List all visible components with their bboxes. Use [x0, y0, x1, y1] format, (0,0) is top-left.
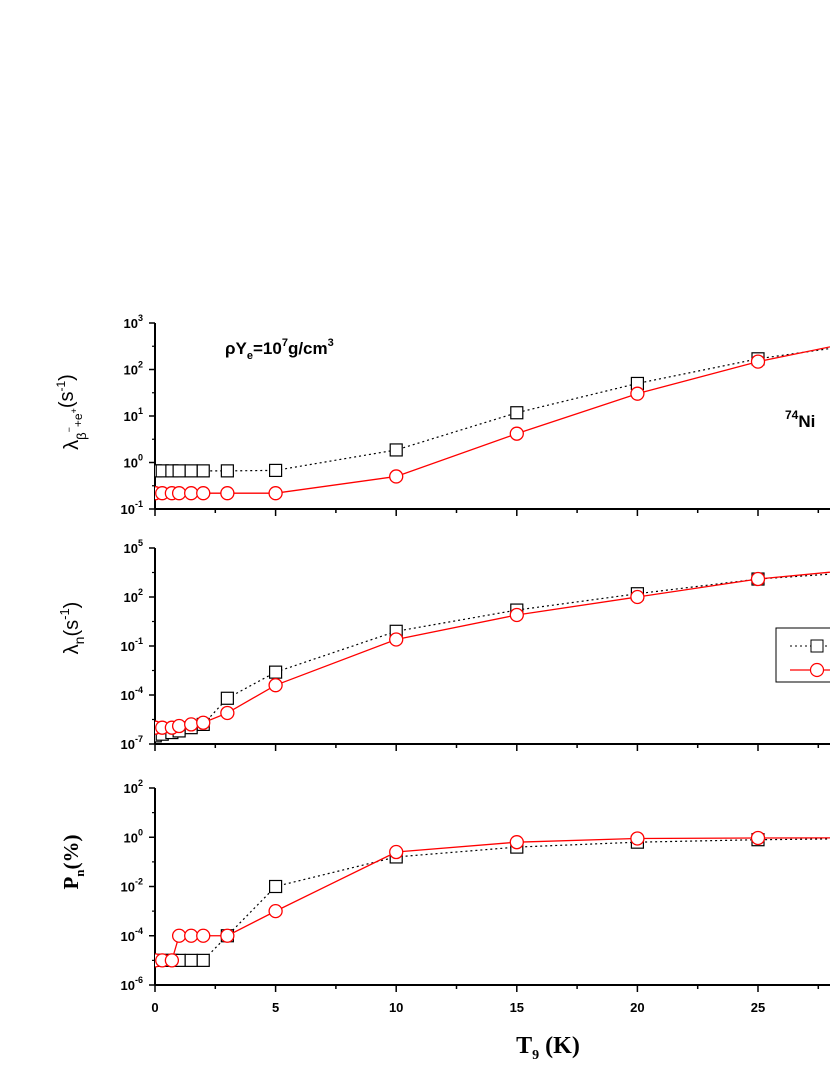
panel-bottom: 10-6 10-4 10-2 100 102 0 5 10 15 20 25 [121, 778, 830, 1015]
x-tick-label: 10 [389, 1000, 403, 1015]
y-tick-label: 100 [124, 453, 143, 471]
data-point-circle [184, 486, 199, 501]
data-point-circle [268, 678, 283, 693]
data-point-circle [509, 607, 524, 623]
y-tick-label: 105 [124, 538, 143, 556]
data-point-circle [750, 571, 766, 587]
data-point-circle [509, 426, 524, 441]
y-label-top: λβ−+e+(s-1) [54, 374, 89, 450]
data-point-circle [220, 486, 235, 501]
y-tick-label: 10-6 [121, 975, 143, 993]
y-tick-label: 10-4 [121, 685, 143, 703]
legend [775, 627, 830, 683]
data-point-circle [750, 354, 766, 369]
data-point-circle [196, 715, 211, 730]
series-line-square [155, 838, 830, 961]
series-line-circle [155, 346, 830, 494]
data-point-square [184, 464, 198, 478]
legend-square-marker [810, 639, 824, 653]
data-point-circle [630, 589, 645, 605]
data-point-circle [171, 718, 187, 734]
data-point-square [269, 879, 283, 894]
series-line-square [155, 347, 830, 472]
data-point-circle [196, 486, 211, 501]
data-point-circle [171, 928, 187, 943]
y-label-middle: λn(s-1) [57, 602, 87, 655]
x-label: T9 (K) [516, 1033, 580, 1063]
data-point-square [172, 464, 186, 478]
y-tick-label: 10-7 [121, 734, 143, 752]
series-line-square [155, 573, 830, 737]
data-point-circle [389, 469, 404, 484]
series-line-circle [155, 571, 830, 729]
data-point-circle [630, 831, 645, 846]
data-point-circle [630, 386, 645, 401]
data-point-square [220, 691, 234, 705]
data-point-square [389, 443, 403, 457]
y-tick-label: 10-2 [121, 877, 143, 895]
annotation-density: ρYe=107g/cm3 [225, 337, 334, 362]
y-tick-label: 10-1 [121, 499, 143, 517]
annotation-nucleus: 74Ni [785, 408, 815, 431]
data-point-square [196, 953, 210, 967]
panels: 10-110010110210310-710-410-110210510-610… [121, 313, 830, 1015]
data-point-circle [184, 928, 199, 943]
data-point-circle [171, 486, 187, 501]
data-point-circle [268, 486, 283, 501]
y-tick-label: 102 [124, 360, 143, 378]
panel-middle: 10-7 10-4 10-1 102 105 [121, 538, 830, 752]
x-tick-label: 20 [630, 1000, 644, 1015]
x-tick-label: 5 [272, 1000, 279, 1015]
data-point-square [196, 464, 210, 478]
series-group-middle [155, 571, 830, 743]
data-point-square [269, 463, 283, 478]
data-point-circle [196, 928, 211, 943]
data-point-circle [268, 903, 283, 919]
y-tick-label: 102 [124, 778, 143, 796]
y-tick-label: 101 [124, 406, 143, 424]
y-tick-label: 10-1 [121, 636, 143, 654]
series-group-top [155, 346, 830, 501]
data-point-circle [164, 953, 180, 968]
x-tick-label: 0 [151, 1000, 158, 1015]
data-point-circle [389, 632, 404, 647]
panel-labels: λβ−+e+(s-1) λn(s-1) Pn(%) T9 (K) ρYe=107… [54, 337, 815, 1063]
data-point-circle [750, 830, 766, 846]
y-label-bottom: Pn(%) [59, 834, 87, 889]
legend-circle-marker [809, 662, 825, 678]
series-line-circle [155, 837, 830, 962]
data-point-circle [389, 844, 404, 860]
data-point-square [269, 665, 283, 679]
data-point-circle [220, 705, 235, 721]
data-point-circle [220, 928, 235, 943]
y-tick-label: 102 [124, 587, 143, 605]
x-tick-label: 25 [751, 1000, 765, 1015]
panel-top: 10-1 100 101 102 103 [121, 313, 830, 517]
data-point-circle [184, 717, 199, 732]
data-point-square [184, 953, 198, 967]
data-point-square [510, 406, 524, 420]
series-group-bottom [155, 830, 830, 968]
y-tick-label: 103 [124, 313, 143, 331]
y-tick-label: 100 [124, 827, 143, 845]
data-point-square [220, 464, 234, 478]
y-tick-label: 10-4 [121, 926, 143, 944]
x-tick-label: 15 [510, 1000, 524, 1015]
data-point-circle [509, 835, 524, 850]
